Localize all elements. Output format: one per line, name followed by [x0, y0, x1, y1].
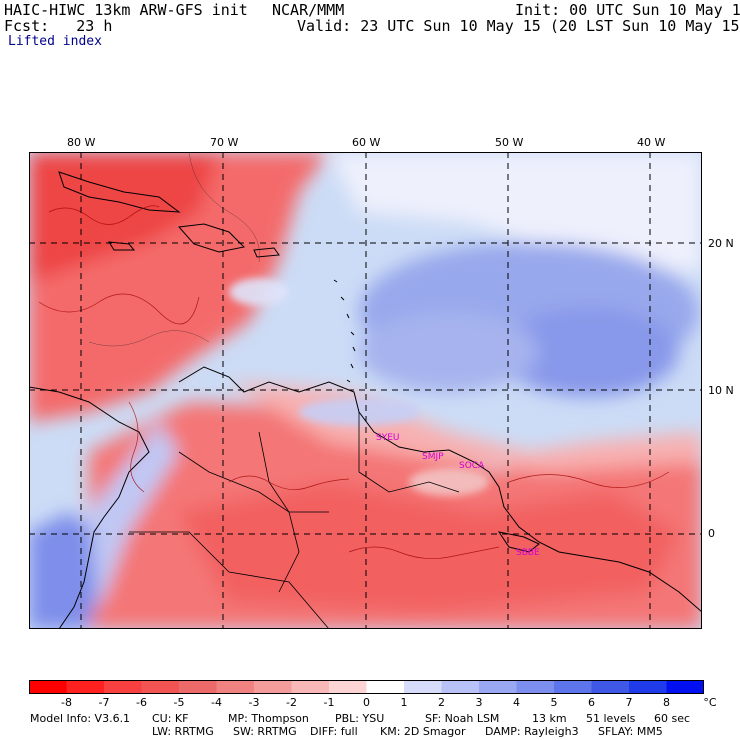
lat-label: 20 N [708, 237, 734, 250]
model-info: Model Info: V3.6.1 [30, 712, 131, 725]
colorbar-tick-label: 6 [588, 696, 595, 709]
colorbar-segment [141, 680, 180, 694]
lat-label: 0 [708, 527, 715, 540]
colorbar-segment [554, 680, 592, 694]
damping-option: DAMP: Rayleigh3 [485, 725, 579, 738]
colorbar-unit: °C [703, 696, 717, 709]
colorbar-tick-label: -7 [98, 696, 110, 709]
lon-label: 70 W [210, 136, 239, 149]
colorbar-tick-label: 7 [625, 696, 633, 709]
field-name: Lifted index [8, 34, 102, 49]
colorbar-segment [29, 680, 67, 694]
colorbar-segment [216, 680, 255, 694]
colorbar-tick-label: 1 [400, 696, 408, 709]
lat-label: 10 N [708, 384, 734, 397]
colorbar-segment [366, 680, 405, 694]
colorbar [29, 680, 704, 694]
diffusion-option: DIFF: full [310, 725, 358, 738]
center-label: NCAR/MMM [272, 1, 345, 19]
lon-label: 40 W [637, 136, 666, 149]
lon-label: 60 W [352, 136, 381, 149]
colorbar-segment [254, 680, 292, 694]
colorbar-tick-label: -2 [286, 696, 297, 709]
surface-scheme: SF: Noah LSM [425, 712, 500, 725]
eddy-coefficient: KM: 2D Smagor [380, 725, 466, 738]
station-label: SYEU [376, 433, 399, 443]
colorbar-segment [591, 680, 630, 694]
longwave-scheme: LW: RRTMG [152, 725, 214, 738]
colorbar-tick-label: -6 [136, 696, 147, 709]
colorbar-segment [666, 680, 704, 694]
model-title: HAIC-HIWC 13km ARW-GFS init [4, 1, 248, 19]
colorbar-segment [329, 680, 367, 694]
colorbar-segment [291, 680, 330, 694]
vertical-levels: 51 levels [586, 712, 636, 725]
time-step: 60 sec [654, 712, 691, 725]
station-label: SMJP [422, 452, 444, 462]
lon-label: 80 W [67, 136, 96, 149]
colorbar-tick-label: 8 [663, 696, 670, 709]
colorbar-tick-label: 4 [513, 696, 520, 709]
colorbar-segment [179, 680, 217, 694]
colorbar-segment [66, 680, 105, 694]
colorbar-tick-label: -8 [61, 696, 72, 709]
cumulus-scheme: CU: KF [152, 712, 189, 725]
colorbar-tick-label: -5 [173, 696, 185, 709]
colorbar-tick-label: 0 [363, 696, 370, 709]
shortwave-scheme: SW: RRTMG [233, 725, 297, 738]
station-label: SOCA [459, 461, 485, 471]
forecast-hour: Fcst: 23 h [4, 17, 113, 35]
colorbar-tick-label: 3 [475, 696, 483, 709]
colorbar-tick-label: 5 [550, 696, 558, 709]
colorbar-segment [404, 680, 442, 694]
colorbar-segment [629, 680, 667, 694]
lon-label: 50 W [495, 136, 524, 149]
grid-spacing: 13 km [532, 712, 567, 725]
colorbar-segment [479, 680, 517, 694]
lifted-index-map: SYEU SMJP SOCA SBBE [29, 152, 702, 629]
pbl-scheme: PBL: YSU [335, 712, 385, 725]
init-time: Init: 00 UTC Sun 10 May 15 [515, 1, 740, 19]
colorbar-tick-label: -4 [211, 696, 222, 709]
microphysics-scheme: MP: Thompson [228, 712, 309, 725]
colorbar-tick-label: -1 [323, 696, 335, 709]
station-label: SBBE [516, 548, 540, 558]
colorbar-segment [441, 680, 480, 694]
colorbar-tick-label: -3 [248, 696, 260, 709]
valid-time: Valid: 23 UTC Sun 10 May 15 (20 LST Sun … [297, 17, 740, 35]
surface-layer-scheme: SFLAY: MM5 [598, 725, 663, 738]
colorbar-segment [516, 680, 555, 694]
colorbar-tick-label: 2 [438, 696, 445, 709]
colorbar-segment [104, 680, 142, 694]
